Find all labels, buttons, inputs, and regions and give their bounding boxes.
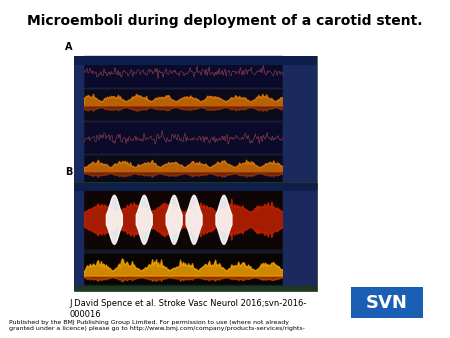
Bar [74, 56, 317, 188]
Text: J David Spence et al. Stroke Vasc Neurol 2016;svn-2016-
000016: J David Spence et al. Stroke Vasc Neurol… [70, 299, 307, 318]
Bar [74, 183, 84, 291]
Bar [84, 89, 283, 121]
Bar [74, 56, 84, 188]
FancyBboxPatch shape [351, 287, 423, 318]
Bar [74, 56, 317, 65]
Bar [74, 182, 317, 188]
Text: B: B [65, 167, 72, 177]
Bar [84, 155, 283, 187]
Bar [84, 122, 283, 154]
Text: Published by the BMJ Publishing Group Limited. For permission to use (where not : Published by the BMJ Publishing Group Li… [9, 320, 305, 331]
Bar [283, 56, 317, 188]
Bar [84, 189, 283, 249]
Text: SVN: SVN [366, 293, 408, 312]
Text: A: A [65, 42, 73, 52]
Bar [74, 183, 317, 291]
Bar [84, 253, 283, 285]
Text: Microemboli during deployment of a carotid stent.: Microemboli during deployment of a carot… [27, 14, 423, 27]
Bar [74, 183, 317, 191]
Bar [84, 56, 283, 88]
Bar [74, 286, 317, 291]
Bar [283, 183, 317, 291]
